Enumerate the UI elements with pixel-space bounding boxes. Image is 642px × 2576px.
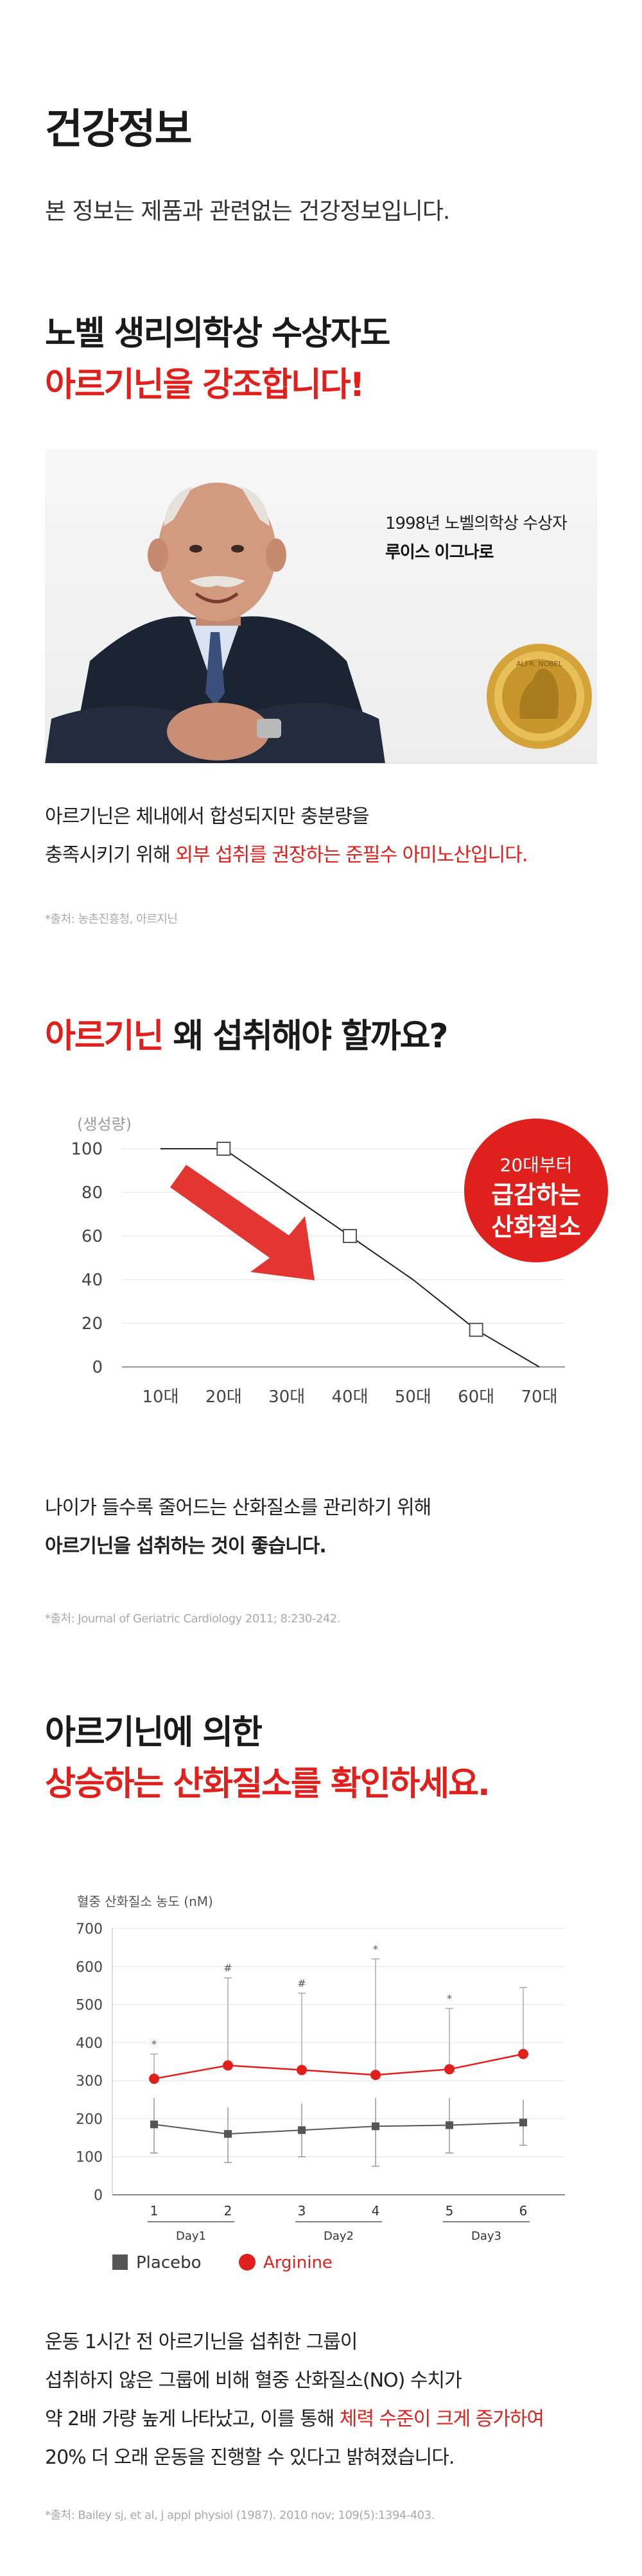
section3-body-line3: 약 2배 가량 높게 나타났고, 이를 통해 체력 수준이 크게 증가하여 [45,2400,544,2439]
chart2-x-tick: 3 [298,2203,306,2219]
medal-text: ALFR. NOBEL [516,660,563,668]
page-subtitle: 본 정보는 제품과 관련없는 건강정보입니다. [45,198,450,225]
nitric-oxide-arginine-chart: 혈중 산화질소 농도 (nM) 0 100 200 300 400 500 600 700 * # #… [76,1894,565,2272]
legend-placebo-label: Placebo [136,2253,202,2272]
section3-source: *출처: Bailey sj, et al, j appl physiol (1… [45,2509,435,2522]
chart2-y-tick: 700 [76,1921,103,1937]
decline-arrow [170,1165,315,1280]
arginine-point [444,2064,455,2075]
legend-arginine-label: Arginine [263,2253,333,2272]
arginine-point [223,2060,233,2071]
placebo-line [153,2122,524,2135]
section3-heading-line1: 아르기닌에 의한 [45,1713,263,1752]
nobel-laureate-photo: ALFR. NOBEL 1998년 노벨의학상 수상자 루이스 이그나로 [45,449,597,764]
section3-body-plain: 약 2배 가량 높게 나타났고, 이를 통해 [45,2408,340,2430]
chart1-x-tick: 20대 [205,1387,242,1407]
arginine-point [297,2065,307,2075]
arginine-line [153,2053,524,2080]
section3-body-line2: 섭취하지 않은 그룹에 비해 혈중 산화질소(NO) 수치가 [45,2369,462,2392]
chart2-x-tick: 2 [224,2203,232,2219]
chart2-y-tick: 600 [76,1959,103,1975]
chart2-y-tick: 200 [76,2111,103,2127]
significance-mark: * [152,2038,157,2050]
badge-line1: 20대부터 [500,1155,573,1176]
section2-heading-highlight: 아르기닌 [45,1017,164,1056]
chart2-y-label: 혈중 산화질소 농도 (nM) [77,1894,213,1909]
chart1-x-tick: 60대 [458,1387,494,1407]
legend-arginine-swatch [239,2254,256,2271]
placebo-point [519,2118,527,2127]
photo-caption-name: 루이스 이그나로 [385,543,494,562]
section2-body-line2: 아르기닌을 섭취하는 것이 좋습니다. [45,1535,327,1558]
chart1-badge [464,1119,608,1262]
chart2-y-tick: 400 [76,2036,103,2052]
chart1-x-tick: 10대 [142,1387,178,1407]
arginine-point [518,2048,528,2059]
chart1-y-tick: 100 [71,1140,103,1159]
badge-line2: 급감하는 [491,1181,581,1209]
placebo-point [372,2122,379,2131]
section3-body-line1: 운동 1시간 전 아르기닌을 섭취한 그룹이 [45,2331,358,2353]
nitric-oxide-age-chart: (생성량) 0 20 40 60 80 100 10대 20대 30대 40대 50대 60대 70대 20… [71,1115,608,1407]
placebo-point [150,2120,158,2129]
section3-body-line4: 20% 더 오래 운동을 진행할 수 있다고 밝혀졌습니다. [45,2446,455,2469]
laureate-illustration: ALFR. NOBEL [45,483,592,763]
chart1-y-tick: 80 [82,1183,103,1203]
placebo-point [446,2121,453,2129]
chart1-y-tick: 20 [82,1314,103,1334]
section1-heading-line2: 아르기닌을 강조합니다! [45,366,365,404]
chart1-x-tick: 30대 [268,1387,305,1407]
section2-body-line1: 나이가 들수록 줄어드는 산화질소를 관리하기 위해 [45,1497,431,1519]
section3-heading-line2: 상승하는 산화질소를 확인하세요. [45,1765,490,1803]
section1-body-line1: 아르기닌은 체내에서 합성되지만 충분량을 [45,805,369,828]
significance-mark: # [223,1962,232,1974]
legend-placebo-swatch [112,2254,128,2270]
badge-line3: 산화질소 [491,1213,581,1241]
chart1-y-tick: 60 [82,1227,103,1246]
chart1-x-tick: 50대 [395,1387,431,1407]
chart1-point-marker [216,1142,231,1156]
section2-heading-plain: 왜 섭취해야 할까요? [162,1017,448,1056]
chart1-x-tick: 70대 [521,1387,557,1407]
significance-mark: # [297,1977,306,1989]
section1-body-highlight: 외부 섭취를 권장하는 준필수 아미노산입니다. [175,844,528,866]
photo-caption-year: 1998년 노벨의학상 수상자 [385,514,568,533]
chart2-x-tick: 6 [519,2203,528,2219]
section1-source: *출처: 농촌진흥청, 아르지닌 [45,913,178,926]
chart2-y-tick: 100 [76,2150,103,2166]
chart2-x-tick: 5 [446,2203,454,2219]
chart2-y-tick: 0 [94,2188,103,2204]
significance-mark: * [447,1993,452,2005]
chart2-x-tick: 1 [150,2203,159,2219]
arginine-point [149,2074,159,2084]
chart1-y-tick: 40 [82,1271,103,1290]
section1-body-line2: 충족시키기 위해 외부 섭취를 권장하는 준필수 아미노산입니다. [45,836,528,875]
day-label: Day3 [471,2229,501,2243]
section2-source: *출처: Journal of Geriatric Cardiology 201… [45,1612,340,1626]
chart1-y-label: (생성량) [77,1115,132,1133]
chart1-point-marker [343,1229,357,1243]
page-title: 건강정보 [45,106,193,153]
chart1-x-tick: 40대 [331,1387,368,1407]
chart2-y-tick: 500 [76,1998,103,2014]
chart1-y-tick: 0 [92,1358,103,1377]
section1-body-plain: 충족시키기 위해 [45,844,176,866]
chart1-point-marker [469,1323,483,1337]
day-label: Day2 [324,2229,354,2243]
placebo-point [224,2130,232,2138]
placebo-point [298,2126,306,2134]
significance-mark: * [373,1943,378,1955]
day-label: Day1 [176,2229,206,2243]
arginine-point [370,2070,381,2081]
section3-body-highlight: 체력 수준이 크게 증가하여 [339,2408,544,2430]
chart2-y-tick: 300 [76,2074,103,2090]
section2-heading: 아르기닌 왜 섭취해야 할까요? [45,1011,449,1062]
chart2-x-tick: 4 [372,2203,380,2219]
section1-heading-line1: 노벨 생리의학상 수상자도 [45,314,390,353]
